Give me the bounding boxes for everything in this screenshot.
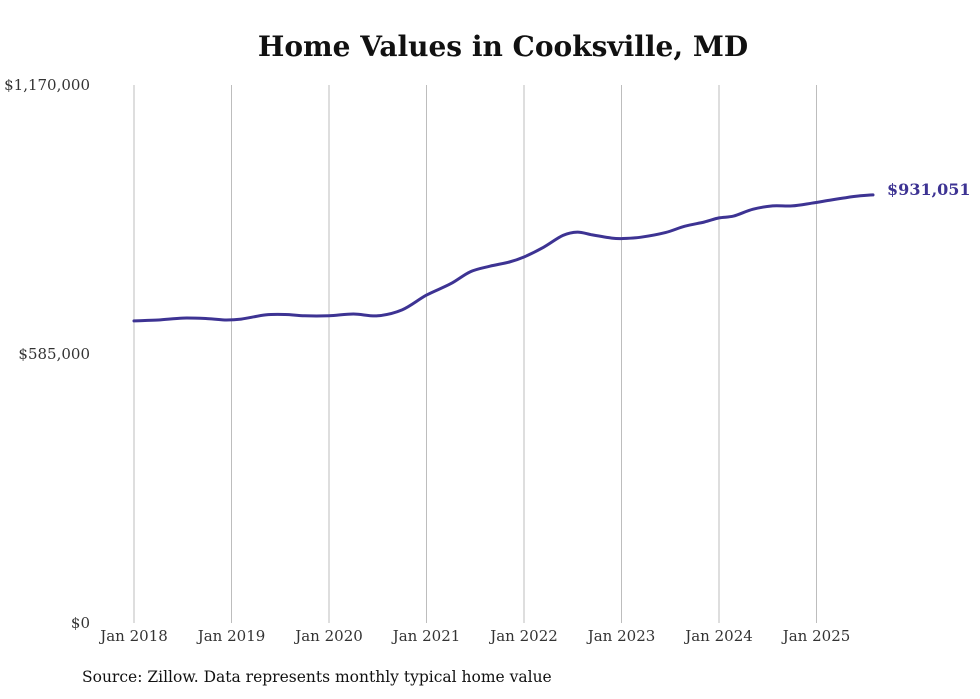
x-tick-label: Jan 2025 [781, 627, 851, 645]
x-axis-ticks: Jan 2018 Jan 2019 Jan 2020 Jan 2021 Jan 2022… [98, 627, 850, 645]
y-tick-label: $1,170,000 [4, 76, 90, 94]
end-value-label: $931,051 [887, 180, 971, 199]
x-tick-label: Jan 2024 [683, 627, 753, 645]
x-tick-label: Jan 2018 [98, 627, 168, 645]
y-axis-ticks: $0 $585,000 $1,170,000 [4, 76, 90, 632]
series-line [132, 193, 875, 323]
y-tick-label: $0 [71, 614, 90, 632]
chart-title: Home Values in Cooksville, MD [257, 30, 749, 63]
x-tick-label: Jan 2020 [293, 627, 363, 645]
series-layer: $931,051 [132, 180, 971, 323]
gridlines [133, 85, 817, 623]
y-tick-label: $585,000 [18, 345, 90, 363]
source-note: Source: Zillow. Data represents monthly … [82, 668, 552, 686]
x-tick-label: Jan 2021 [391, 627, 461, 645]
x-tick-label: Jan 2023 [586, 627, 656, 645]
x-tick-label: Jan 2019 [196, 627, 266, 645]
x-tick-label: Jan 2022 [488, 627, 558, 645]
